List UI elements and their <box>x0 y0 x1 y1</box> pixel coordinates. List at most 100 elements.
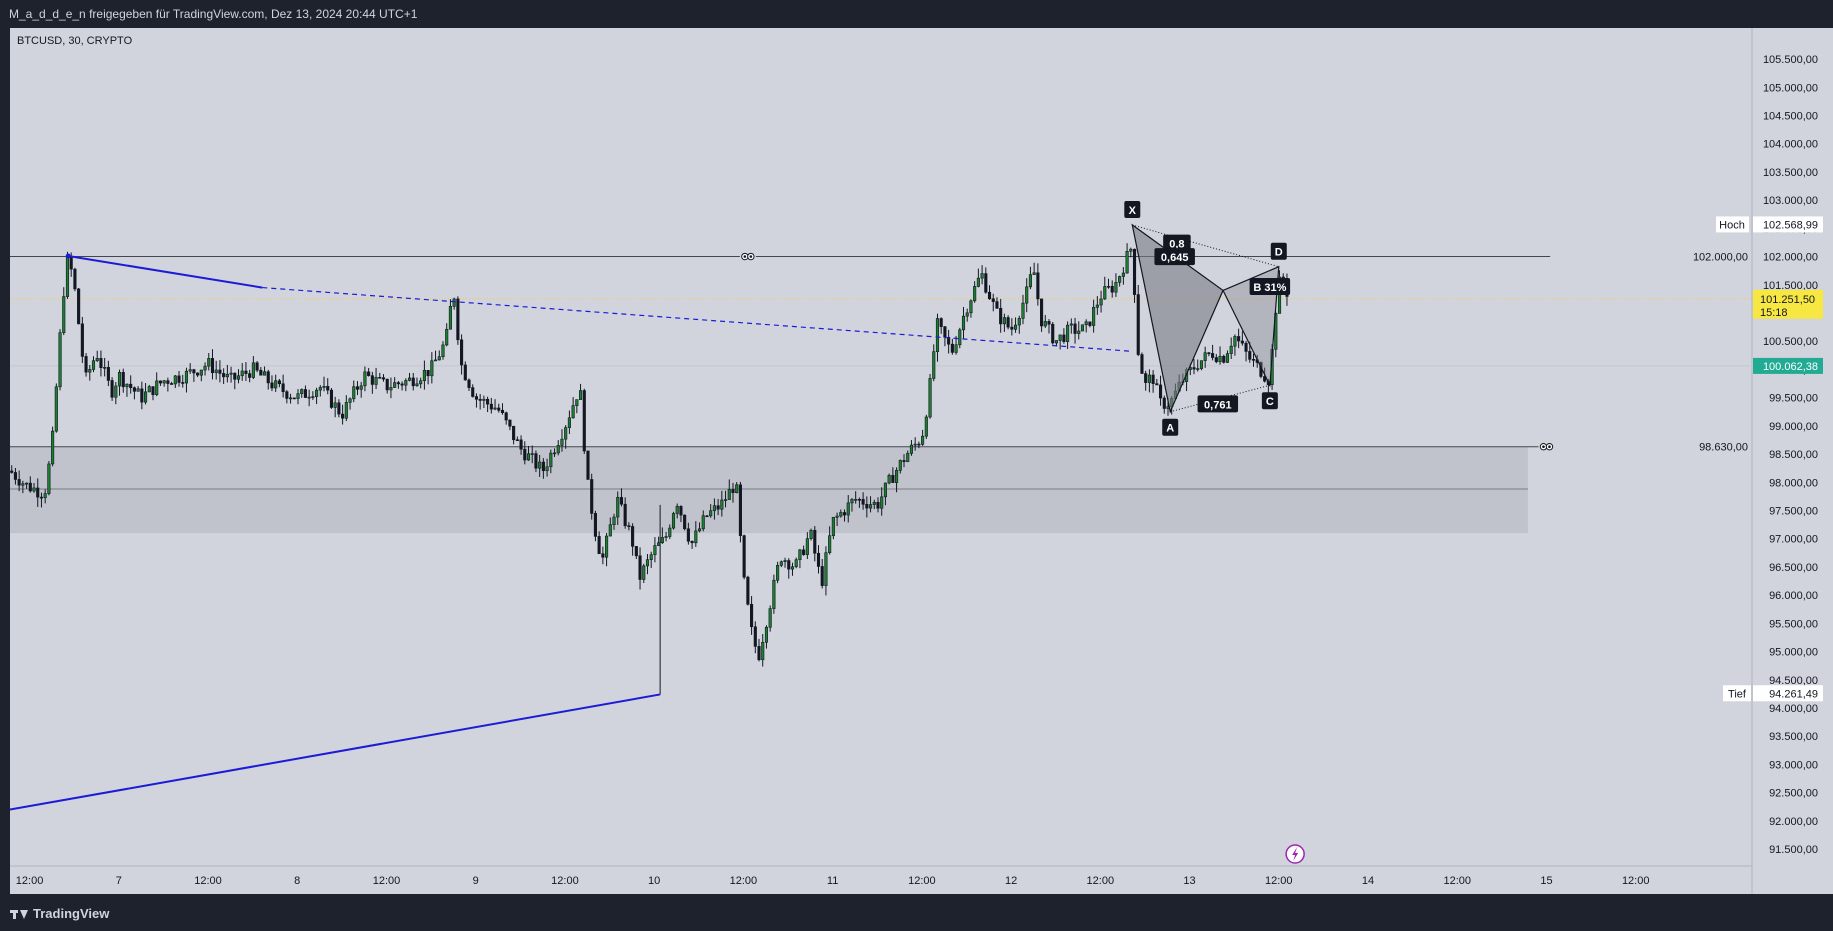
candle <box>1229 337 1233 360</box>
candle <box>1192 359 1196 375</box>
candle <box>463 361 467 381</box>
candle <box>341 404 345 425</box>
candle <box>1222 354 1226 364</box>
candle <box>415 377 419 387</box>
candle <box>121 368 125 393</box>
candle <box>731 482 735 503</box>
price-chart[interactable]: 102.000,00 98.630,00 X A C D 0,80,645 0,761 B 3… <box>9 28 1833 898</box>
candle <box>147 384 151 393</box>
candle <box>560 429 564 452</box>
candle <box>1129 247 1133 258</box>
candle <box>210 349 215 380</box>
candle <box>1095 296 1099 315</box>
candle <box>709 504 713 518</box>
candle <box>404 378 408 392</box>
candle <box>36 478 40 507</box>
candle <box>1240 331 1244 346</box>
candle <box>954 335 958 355</box>
horizontal-level-label: 98.630,00 <box>1699 442 1748 454</box>
candle <box>541 458 545 479</box>
candle <box>1080 324 1085 332</box>
candle <box>1211 344 1215 361</box>
candle <box>675 503 679 519</box>
price-tick-label: 94.500,00 <box>1769 675 1818 687</box>
candle <box>244 362 248 381</box>
support-zone[interactable] <box>10 446 1528 534</box>
candle <box>768 605 772 632</box>
low-label: Tief <box>1728 688 1747 700</box>
candle <box>523 441 527 465</box>
candle <box>1002 313 1006 332</box>
candle <box>679 505 683 523</box>
tradingview-brand[interactable]: TradingView <box>10 906 109 921</box>
candle <box>735 482 739 494</box>
price-tick-label: 97.500,00 <box>1769 505 1818 517</box>
candle <box>25 482 29 489</box>
candle <box>601 546 605 565</box>
dashed-trendline[interactable] <box>262 286 1133 352</box>
candle <box>1077 321 1081 340</box>
candle <box>720 490 724 517</box>
chart-area[interactable]: 102.000,00 98.630,00 X A C D 0,8 0,645 0,761 B 3… <box>9 28 1833 898</box>
time-tick-label: 15 <box>1540 875 1552 887</box>
candle <box>593 510 597 542</box>
candle <box>99 350 103 377</box>
candle <box>1051 321 1055 345</box>
candle <box>865 496 869 518</box>
candle <box>891 467 895 483</box>
candle <box>132 386 136 400</box>
time-tick-label: 12:00 <box>730 875 758 887</box>
eye-icon[interactable] <box>1538 440 1555 453</box>
candle <box>307 389 311 407</box>
candle <box>623 497 627 529</box>
candle <box>1084 319 1088 333</box>
candle <box>1043 314 1047 328</box>
candle <box>597 531 601 555</box>
candle <box>660 527 664 544</box>
last-price-tag: 101.251,50 <box>1760 294 1815 306</box>
last-price-countdown: 15:18 <box>1760 307 1788 319</box>
candle <box>839 509 843 518</box>
candle <box>1062 328 1066 344</box>
trendline[interactable] <box>9 693 661 811</box>
candle <box>426 369 430 385</box>
candle <box>835 512 839 527</box>
candle <box>723 490 728 508</box>
candle <box>820 559 824 589</box>
candle <box>1040 298 1044 332</box>
candle <box>1025 278 1029 313</box>
candle <box>277 378 281 388</box>
candle <box>608 517 612 537</box>
lightning-icon[interactable] <box>1285 844 1305 864</box>
candle <box>605 532 609 567</box>
time-tick-label: 12:00 <box>908 875 936 887</box>
candle <box>872 499 876 510</box>
candle <box>192 368 196 382</box>
eye-icon[interactable] <box>739 250 756 263</box>
trendline-anchor[interactable] <box>65 253 71 259</box>
candle <box>794 557 798 569</box>
candle <box>95 350 99 363</box>
candle <box>233 372 237 390</box>
candle <box>352 380 356 403</box>
candle <box>991 293 995 312</box>
share-header: M_a_d_d_e_n freigegeben für TradingView.… <box>0 0 1833 28</box>
candle <box>987 285 992 300</box>
trendline[interactable] <box>68 254 263 289</box>
candle <box>1199 360 1204 371</box>
time-tick-label: 12:00 <box>1622 875 1650 887</box>
candle <box>1244 340 1248 362</box>
candle <box>921 429 925 446</box>
candle <box>482 395 486 408</box>
candle <box>326 378 330 395</box>
candle <box>694 521 698 547</box>
candle <box>831 516 835 540</box>
candle <box>552 448 557 457</box>
candle <box>407 372 412 382</box>
candle <box>1151 370 1155 393</box>
candle <box>917 441 921 449</box>
candle <box>616 491 620 525</box>
price-tick-label: 93.000,00 <box>1769 759 1818 771</box>
candle <box>28 476 32 493</box>
candle <box>62 287 66 336</box>
